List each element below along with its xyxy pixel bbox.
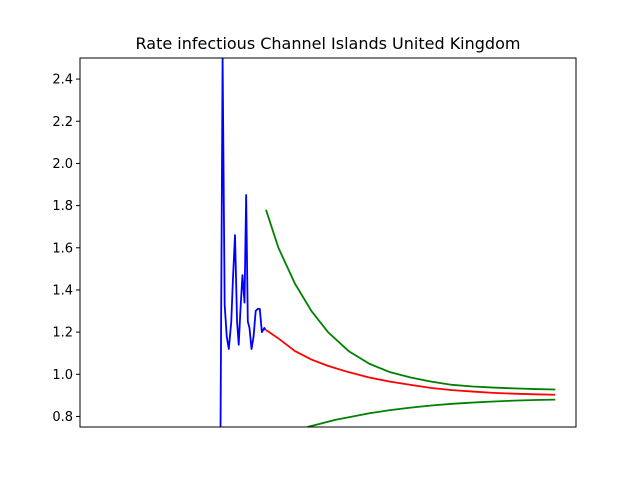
y-tick-label: 1.2 <box>52 326 73 341</box>
plot-area: 0.8 1.0 1.2 1.4 1.6 1.8 2.0 2.2 2.4 <box>52 57 577 428</box>
series-line-upper-bound <box>265 209 556 391</box>
chart-title: Rate infectious Channel Islands United K… <box>136 34 521 53</box>
y-tick-label: 1.8 <box>52 199 73 214</box>
y-tick-label: 1.4 <box>52 283 73 298</box>
y-tick-label: 2.2 <box>52 115 73 130</box>
y-tick-label: 0.8 <box>52 410 73 425</box>
series-line-projection <box>265 329 556 396</box>
series-group <box>219 58 556 427</box>
series-line-lower-bound <box>307 398 556 427</box>
plot-frame <box>79 57 577 428</box>
y-tick-label: 2.4 <box>52 73 73 88</box>
y-tick-label: 1.6 <box>52 241 73 256</box>
y-tick-label: 1.0 <box>52 368 73 383</box>
y-tick-label: 2.0 <box>52 157 73 172</box>
series-line-observed <box>219 58 267 427</box>
